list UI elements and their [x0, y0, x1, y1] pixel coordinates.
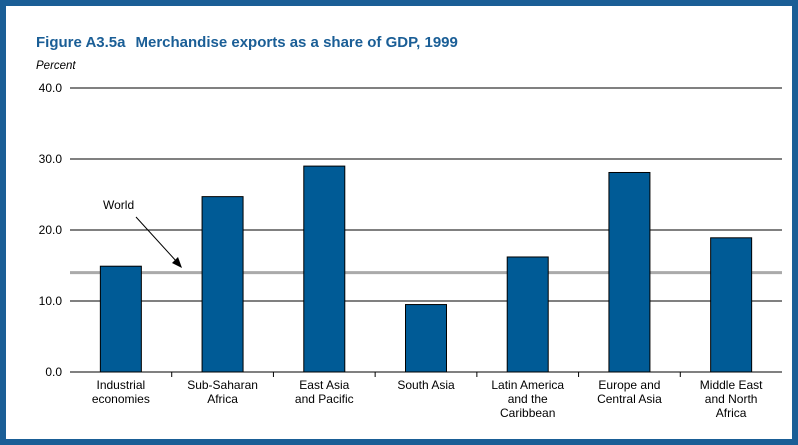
category-label-line: East Asia	[299, 378, 349, 392]
category-label-0: Industrial economies	[92, 378, 150, 406]
bar-2	[303, 165, 346, 373]
bar-6	[710, 237, 753, 373]
category-label-3: South Asia	[397, 378, 455, 392]
world-annotation-label: World	[103, 198, 134, 212]
bar-4	[506, 256, 549, 373]
world-annotation-arrowhead	[172, 257, 182, 268]
y-tick-label-10: 10.0	[39, 294, 63, 308]
y-tick-label-20: 20.0	[39, 223, 63, 237]
category-label-line: Central Asia	[597, 392, 662, 406]
category-label-1: Sub-Saharan Africa	[187, 378, 258, 406]
category-label-line: Middle East	[700, 378, 763, 392]
category-label-line: and North	[705, 392, 758, 406]
figure-title: Figure A3.5a Merchandise exports as a sha…	[36, 34, 458, 51]
category-label-line: and Pacific	[295, 392, 354, 406]
category-label-4: Latin America and the Caribbean	[491, 378, 564, 420]
y-tick-label-30: 30.0	[39, 152, 63, 166]
annotations: World	[103, 198, 182, 268]
figure-label: Figure A3.5a	[36, 34, 126, 51]
y-axis-unit-label: Percent	[36, 60, 76, 72]
category-label-6: Middle East and North Africa	[700, 378, 763, 420]
bar-3	[405, 304, 447, 373]
bar-5	[608, 171, 651, 373]
category-label-line: South Asia	[397, 378, 455, 392]
category-label-5: Europe and Central Asia	[597, 378, 662, 406]
category-label-line: and the	[508, 392, 548, 406]
category-label-line: Sub-Saharan	[187, 378, 258, 392]
y-tick-label-0: 0.0	[45, 365, 62, 379]
category-label-2: East Asia and Pacific	[295, 378, 354, 406]
world-annotation-arrow-shaft	[135, 216, 178, 263]
figure-title-text: Merchandise exports as a share of GDP, 1…	[135, 34, 458, 51]
bar-0	[99, 265, 142, 373]
category-label-line: Latin America	[491, 378, 564, 392]
category-label-line: Europe and	[598, 378, 660, 392]
category-label-line: economies	[92, 392, 150, 406]
bar-1	[201, 196, 244, 373]
category-label-line: Industrial	[97, 378, 146, 392]
y-tick-label-40: 40.0	[39, 81, 63, 95]
category-label-line: Caribbean	[500, 406, 555, 420]
category-label-line: Africa	[716, 406, 747, 420]
y-tick-labels: 0.0 10.0 20.0 30.0 40.0	[39, 81, 63, 379]
category-label-line: Africa	[207, 392, 238, 406]
gridlines	[70, 87, 782, 373]
bars	[99, 165, 753, 373]
